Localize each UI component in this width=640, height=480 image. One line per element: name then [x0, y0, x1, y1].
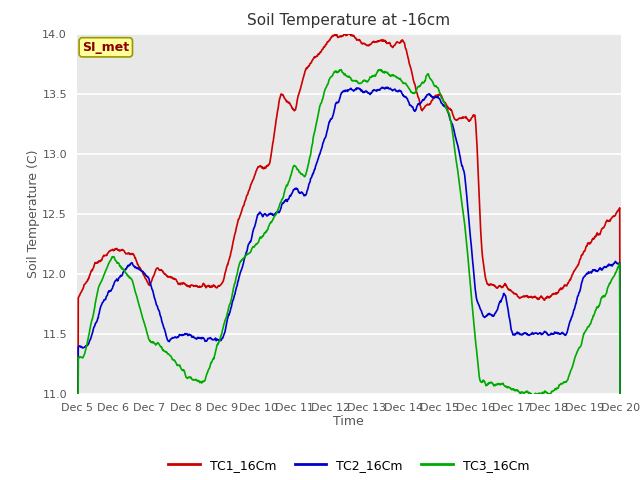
Title: Soil Temperature at -16cm: Soil Temperature at -16cm [247, 13, 451, 28]
Legend: TC1_16Cm, TC2_16Cm, TC3_16Cm: TC1_16Cm, TC2_16Cm, TC3_16Cm [163, 454, 534, 477]
Text: SI_met: SI_met [82, 41, 129, 54]
Y-axis label: Soil Temperature (C): Soil Temperature (C) [26, 149, 40, 278]
X-axis label: Time: Time [333, 415, 364, 428]
